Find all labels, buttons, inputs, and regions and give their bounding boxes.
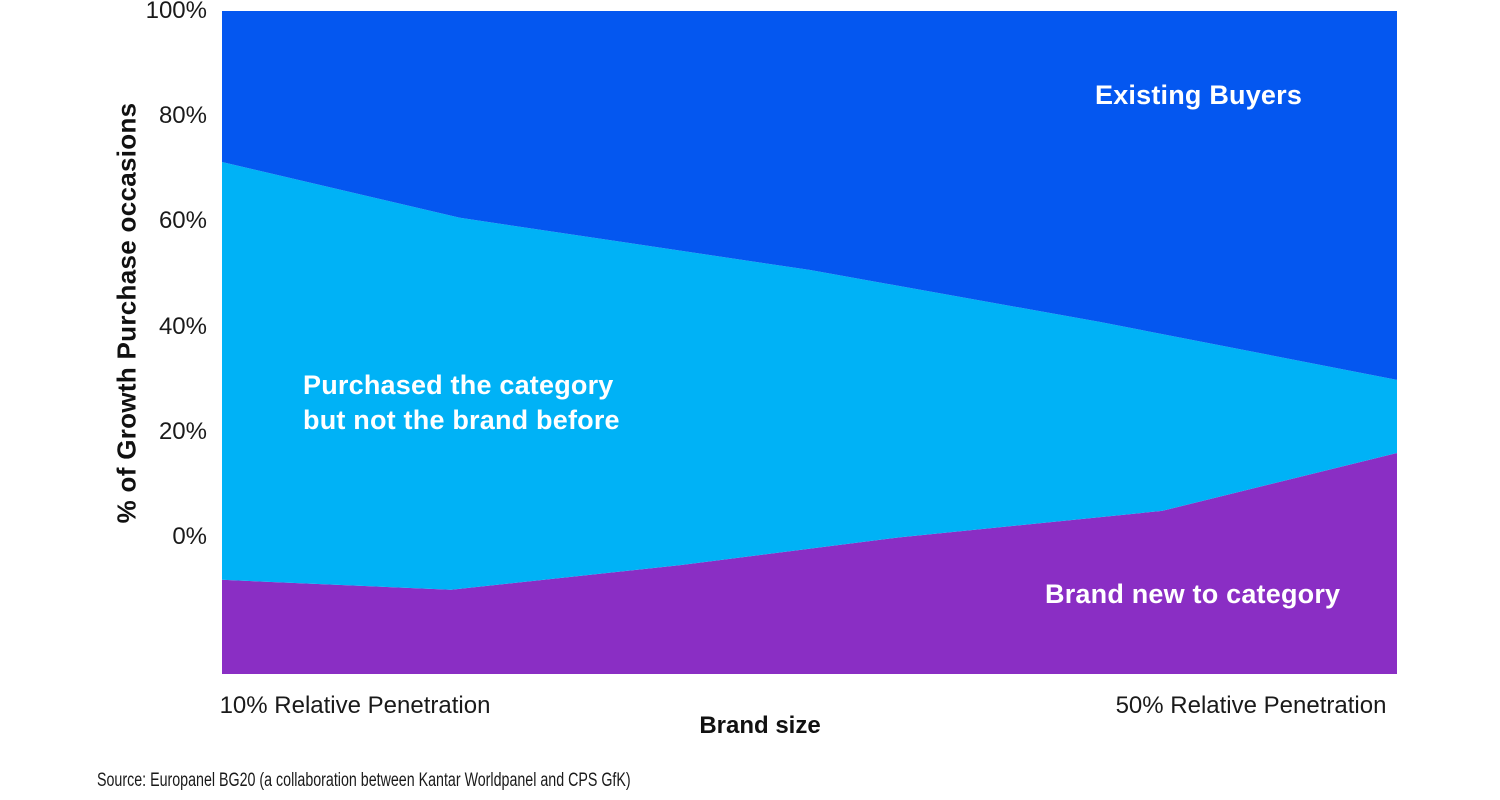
series-label-purchased-category-not-brand: Purchased the category but not the brand… (303, 370, 620, 435)
area-purchased-category-not-brand (222, 162, 1397, 590)
y-tick-100%: 100% (145, 0, 207, 24)
series-label-existing-buyers: Existing Buyers (1095, 80, 1303, 110)
y-tick-20%: 20% (158, 417, 207, 445)
x-tick-10pct-relative-penetration: 10% Relative Penetration (219, 692, 491, 719)
source-note: Source: Europanel BG20 (a collaboration … (97, 770, 631, 791)
x-tick-50pct-relative-penetration: 50% Relative Penetration (1115, 692, 1387, 719)
area-existing-buyers (222, 11, 1397, 380)
y-tick-80%: 80% (158, 102, 207, 130)
area-brand-new-to-category (222, 453, 1397, 674)
y-tick-0%: 0% (172, 523, 207, 551)
y-tick-40%: 40% (158, 312, 207, 340)
y-tick-60%: 60% (158, 207, 207, 235)
series-label-brand-new-to-category: Brand new to category (1045, 579, 1341, 609)
x-axis-title: Brand size (699, 712, 821, 739)
